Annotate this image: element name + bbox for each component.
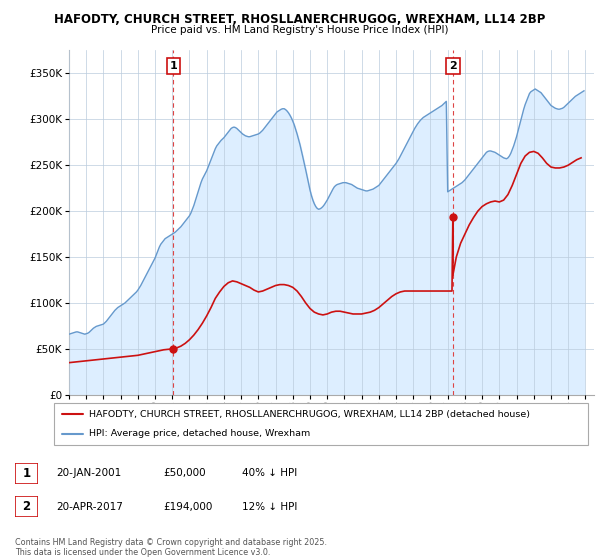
FancyBboxPatch shape [15,496,38,517]
Text: 20-JAN-2001: 20-JAN-2001 [56,468,121,478]
Text: HAFODTY, CHURCH STREET, RHOSLLANERCHRUGOG, WREXHAM, LL14 2BP (detached house): HAFODTY, CHURCH STREET, RHOSLLANERCHRUGO… [89,409,530,419]
Text: 1: 1 [22,466,31,480]
FancyBboxPatch shape [54,403,588,445]
Text: 2: 2 [449,61,457,71]
Text: Price paid vs. HM Land Registry's House Price Index (HPI): Price paid vs. HM Land Registry's House … [151,25,449,35]
Text: HPI: Average price, detached house, Wrexham: HPI: Average price, detached house, Wrex… [89,429,310,438]
Text: 20-APR-2017: 20-APR-2017 [56,502,122,512]
FancyBboxPatch shape [15,463,38,484]
Text: HAFODTY, CHURCH STREET, RHOSLLANERCHRUGOG, WREXHAM, LL14 2BP: HAFODTY, CHURCH STREET, RHOSLLANERCHRUGO… [55,13,545,26]
Text: 1: 1 [169,61,177,71]
Text: 2: 2 [22,500,31,514]
Text: £50,000: £50,000 [164,468,206,478]
Text: Contains HM Land Registry data © Crown copyright and database right 2025.
This d: Contains HM Land Registry data © Crown c… [15,538,327,557]
Text: £194,000: £194,000 [164,502,213,512]
Text: 12% ↓ HPI: 12% ↓ HPI [242,502,297,512]
Text: 40% ↓ HPI: 40% ↓ HPI [242,468,297,478]
